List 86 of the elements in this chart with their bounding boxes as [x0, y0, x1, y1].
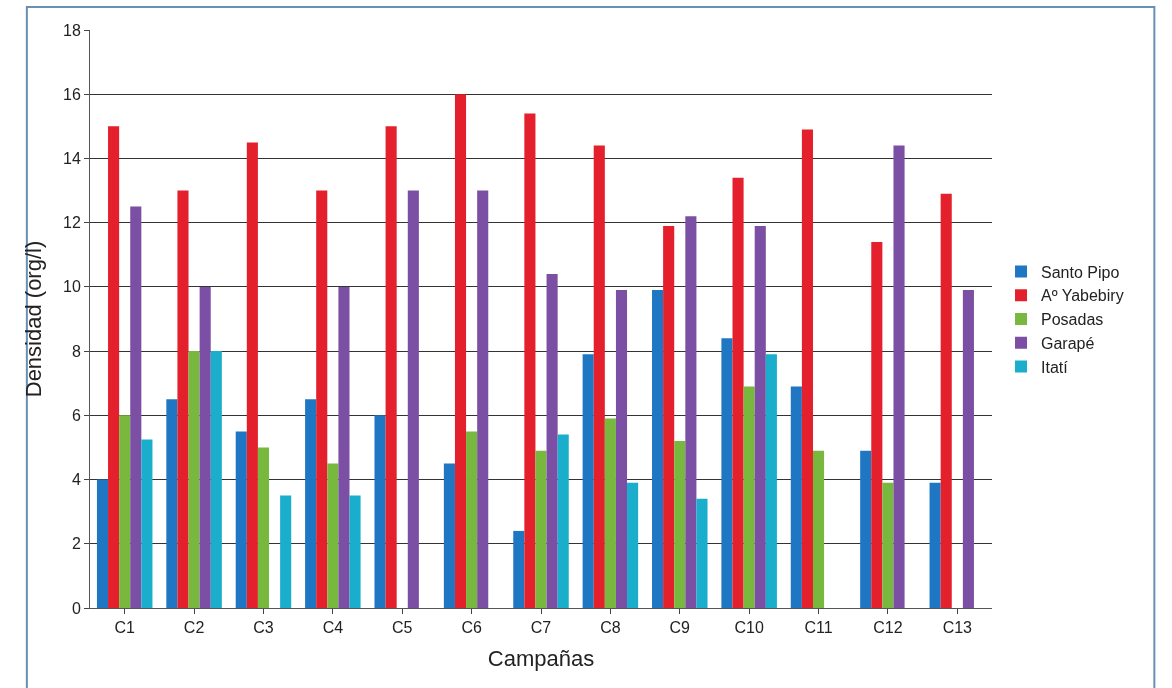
- bar: [871, 241, 883, 608]
- bar: [280, 495, 292, 608]
- bar: [743, 386, 755, 608]
- bar: [790, 386, 802, 608]
- bar: [166, 399, 178, 608]
- bar: [349, 495, 361, 608]
- bar: [513, 530, 525, 608]
- bar: [316, 190, 328, 608]
- x-tick-label: C10: [734, 619, 764, 637]
- bar: [327, 463, 339, 608]
- bar: [940, 193, 952, 608]
- y-tick-label: 14: [63, 150, 81, 168]
- x-tick-label: C13: [942, 619, 973, 637]
- bar: [893, 145, 905, 608]
- bar: [477, 190, 489, 608]
- x-axis-title: Campañas: [487, 646, 595, 672]
- bar: [188, 351, 200, 608]
- bar: [812, 450, 825, 608]
- y-tick-label: 8: [71, 342, 81, 360]
- bar: [685, 216, 697, 608]
- bar: [962, 290, 974, 608]
- bar: [615, 290, 628, 608]
- bar: [130, 206, 142, 608]
- legend-label: Garapé: [1041, 335, 1095, 353]
- bar: [385, 126, 397, 608]
- legend-label: Aº Yabebiry: [1041, 287, 1124, 305]
- x-tick-label: C4: [322, 619, 344, 637]
- y-axis-title: Densidad (org/l): [20, 240, 46, 398]
- x-tick-label: C9: [669, 619, 691, 637]
- bar: [801, 129, 813, 608]
- bar: [535, 450, 547, 608]
- y-tick-label: 18: [63, 21, 81, 39]
- bar: [177, 190, 189, 608]
- y-tick-label: 10: [63, 278, 81, 296]
- y-tick-label: 6: [71, 406, 81, 424]
- bar: [108, 126, 120, 608]
- bar: [696, 498, 708, 608]
- x-tick-label: C1: [114, 619, 136, 637]
- bar: [929, 482, 941, 608]
- bar: [141, 439, 153, 608]
- bar: [627, 482, 639, 608]
- y-tick-label: 16: [63, 85, 81, 103]
- x-tick-label: C8: [600, 619, 621, 637]
- bar: [199, 286, 211, 608]
- bar: [338, 286, 350, 608]
- bar: [119, 415, 131, 608]
- bar: [593, 145, 605, 608]
- bar: [754, 225, 766, 608]
- bar: [454, 94, 467, 608]
- bar: [246, 142, 258, 608]
- bar: [546, 274, 558, 608]
- y-tick-label: 4: [71, 471, 81, 489]
- x-tick-label: C7: [530, 619, 552, 637]
- x-tick-label: C11: [804, 619, 833, 637]
- bar: [721, 338, 733, 608]
- bar: [96, 479, 109, 608]
- bar: [652, 290, 664, 608]
- bar: [732, 177, 744, 608]
- bar: [257, 447, 270, 608]
- x-tick-label: C5: [392, 619, 413, 637]
- bar: [235, 431, 247, 608]
- bar: [604, 418, 616, 608]
- bar: [466, 431, 478, 608]
- x-tick-label: C2: [183, 619, 205, 637]
- legend-label: Itatí: [1041, 358, 1069, 376]
- bar: [374, 415, 386, 608]
- bar: [582, 354, 594, 608]
- x-tick-label: C12: [873, 619, 903, 637]
- bar: [524, 113, 536, 608]
- y-tick-label: 0: [71, 599, 81, 617]
- bar: [407, 190, 419, 608]
- bar: [305, 399, 317, 608]
- bar: [674, 441, 686, 608]
- bar: [210, 351, 222, 608]
- y-tick-label: 2: [71, 535, 81, 553]
- bar: [765, 354, 777, 608]
- bar: [557, 434, 569, 608]
- bar: [860, 450, 872, 608]
- x-tick-label: C3: [253, 619, 274, 637]
- x-tick-label: C6: [461, 619, 482, 637]
- bar: [443, 463, 455, 608]
- legend-label: Santo Pipo: [1041, 263, 1120, 281]
- bar: [882, 482, 894, 608]
- legend-label: Posadas: [1041, 311, 1104, 329]
- bar: [663, 225, 675, 608]
- y-tick-label: 12: [63, 214, 81, 232]
